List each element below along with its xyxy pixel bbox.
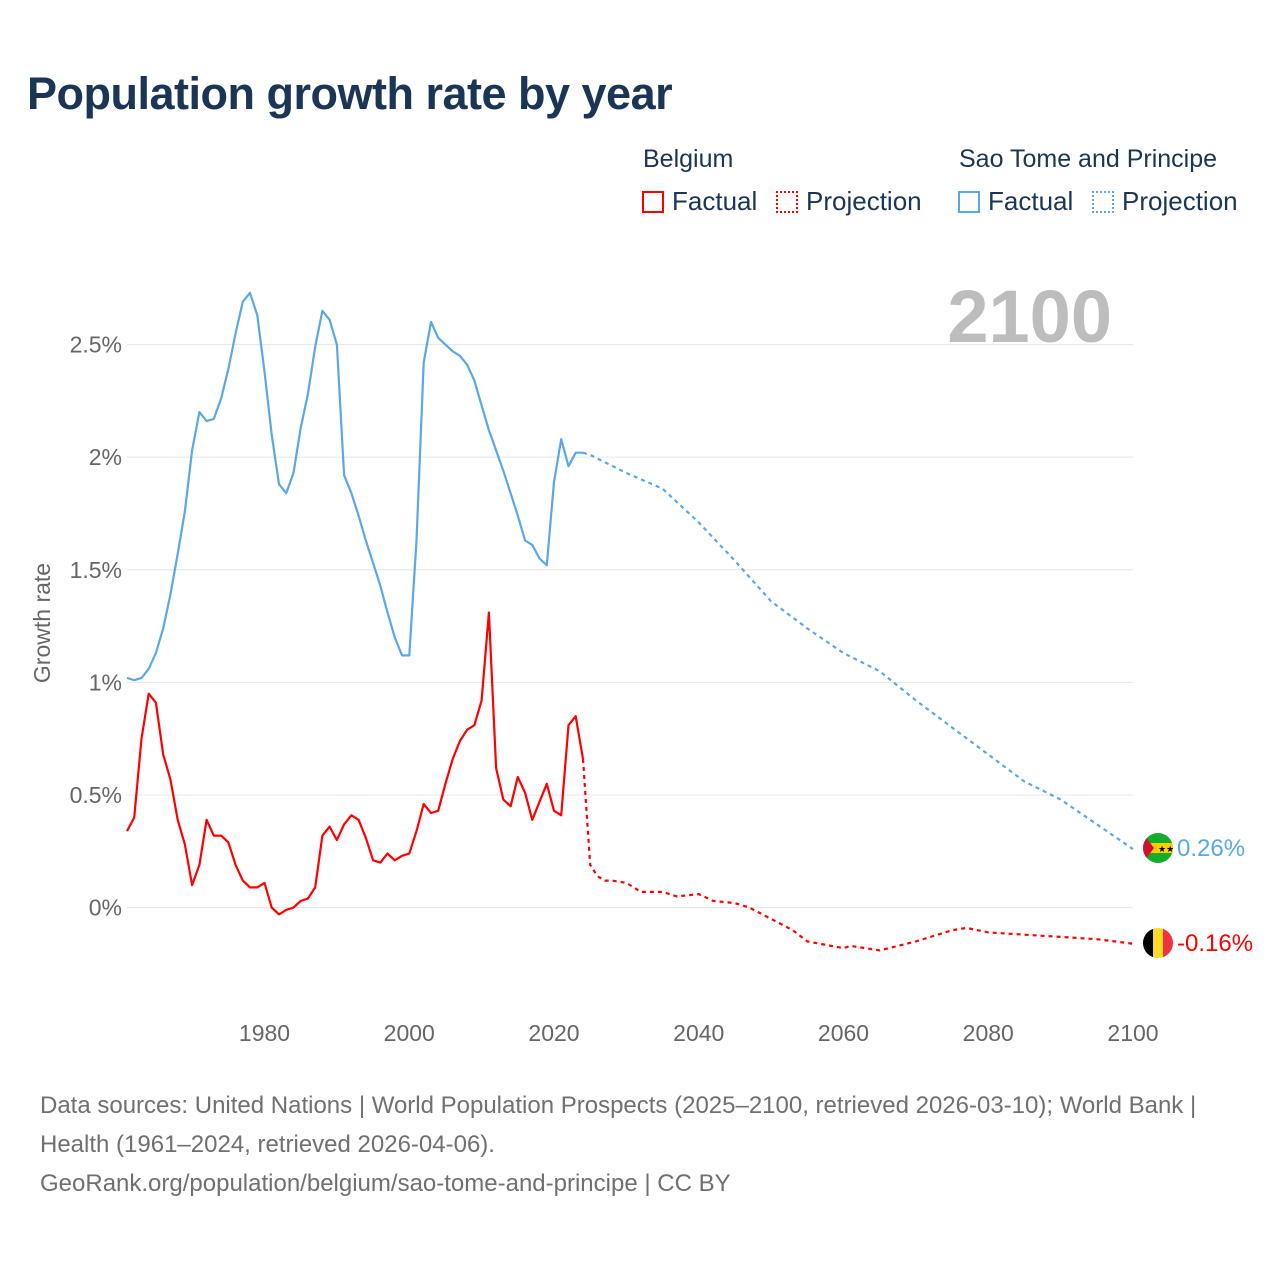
legend-label: Projection [1122,186,1238,216]
belgium-flag-icon [1143,928,1173,958]
legend-stp-projection[interactable]: Projection [1092,186,1238,217]
solid-swatch-icon [958,190,980,213]
stp-projection-line [582,451,1134,851]
legend-label: Factual [988,186,1074,216]
belgium-projection-line [581,758,1134,952]
data-sources: Data sources: United Nations | World Pop… [40,1092,1197,1158]
stp-flag-icon: ★★ [1143,833,1174,863]
stp-factual-line [126,291,583,682]
x-tick-label: 2020 [528,1020,579,1046]
dotted-swatch-icon [776,190,798,213]
y-tick-label: 2.5% [70,332,122,358]
y-tick-label: 1.5% [70,557,122,583]
source-url: GeoRank.org/population/belgium/sao-tome-… [40,1170,731,1197]
x-tick-label: 2060 [818,1020,869,1046]
solid-swatch-icon [642,190,664,213]
x-tick-label: 2040 [673,1020,724,1046]
legend-belgium-heading: Belgium [643,145,734,173]
svg-text:★★: ★★ [1158,844,1174,854]
stp-end-value: 0.26% [1177,835,1245,862]
y-tick-label: 0% [89,895,122,921]
legend-stp-factual[interactable]: Factual [958,186,1073,217]
belgium-factual-line [126,611,585,916]
y-tick-label: 0.5% [70,782,122,808]
legend-belgium-factual[interactable]: Factual [642,186,757,217]
y-tick-label: 2% [89,444,122,470]
x-tick-label: 2080 [963,1020,1014,1046]
y-axis-label: Growth rate [29,563,55,683]
y-tick-label: 1% [89,669,122,695]
legend-belgium-projection[interactable]: Projection [776,186,922,217]
legend-label: Factual [672,186,758,216]
belgium-end-value: -0.16% [1177,930,1253,957]
x-tick-label: 1980 [239,1020,290,1046]
dotted-swatch-icon [1092,190,1114,213]
legend-stp-heading: Sao Tome and Principe [959,145,1218,173]
x-tick-label: 2000 [384,1020,435,1046]
current-year-label: 2100 [947,275,1112,358]
x-tick-label: 2100 [1107,1020,1158,1046]
legend-label: Projection [806,186,922,216]
chart-title: Population growth rate by year [27,68,673,119]
